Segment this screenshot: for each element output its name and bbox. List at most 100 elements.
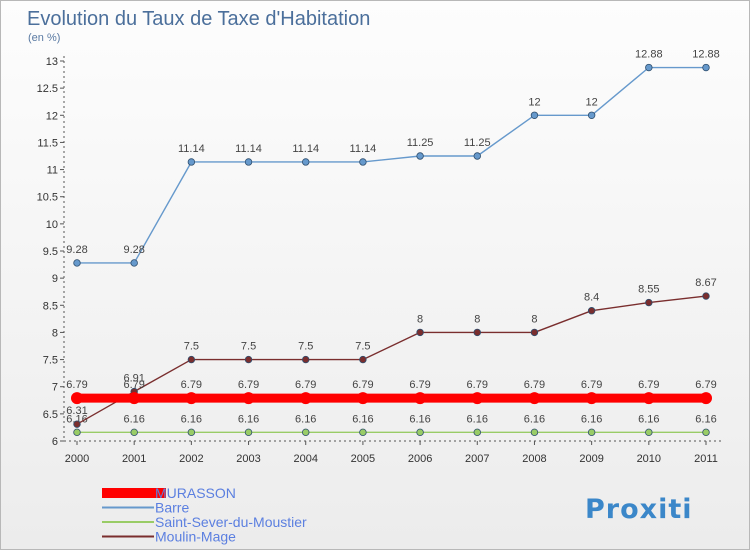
y-tick-label: 8 <box>52 327 58 339</box>
y-tick-label: 9 <box>52 273 58 285</box>
x-tick-label: 2003 <box>236 453 260 465</box>
data-label: 12 <box>528 96 540 108</box>
y-axis-unit-label: (en %) <box>28 32 60 44</box>
data-point <box>299 392 312 405</box>
series-line <box>76 295 707 425</box>
data-point <box>471 392 484 405</box>
y-tick-label: 8.5 <box>43 300 58 312</box>
legend-label: Moulin-Mage <box>155 529 236 545</box>
data-label: 11.25 <box>464 137 491 149</box>
data-label: 8 <box>531 313 537 325</box>
x-tick-label: 2004 <box>293 453 317 465</box>
data-point <box>359 158 367 166</box>
data-point <box>645 428 653 437</box>
data-label: 12.88 <box>635 49 663 61</box>
data-point <box>642 392 655 405</box>
data-point <box>645 63 653 72</box>
data-label: 8.67 <box>695 277 716 289</box>
data-point <box>187 428 196 437</box>
series-layer: 6.16 6.16 6.16 6.16 6.16 6.16 6.16 6.16 6.16 6.16… <box>66 49 720 437</box>
data-point <box>473 328 481 337</box>
y-tick-label: 11.5 <box>37 137 58 149</box>
data-point <box>702 292 710 300</box>
legend-item: Moulin-Mage <box>102 529 236 545</box>
data-label: 12.88 <box>692 49 720 61</box>
series-murasson: 6.79 6.79 6.79 6.79 6.79 6.79 6.79 6.79 6.79 6.79… <box>66 379 717 405</box>
data-label: 8 <box>474 313 480 325</box>
data-point <box>359 428 367 437</box>
legend-label: Saint-Sever-du-Moustier <box>155 514 307 530</box>
data-label: 6.31 <box>66 405 87 417</box>
data-label: 11.14 <box>235 143 262 155</box>
y-tick-label: 10 <box>46 219 58 231</box>
x-tick-label: 2002 <box>179 453 203 465</box>
x-tick-label: 2006 <box>408 453 432 465</box>
series-saint-sever-du-moustier: 6.16 6.16 6.16 6.16 6.16 6.16 6.16 6.16 6.16 6.16… <box>66 413 717 437</box>
data-label: 9.28 <box>66 244 87 256</box>
data-label: 7.5 <box>241 341 256 353</box>
data-label: 8 <box>417 313 423 325</box>
data-label: 11.14 <box>292 143 319 155</box>
proxiti-logo-text: Proxiti <box>585 494 693 525</box>
data-label: 9.28 <box>123 244 144 256</box>
data-label: 6.79 <box>66 379 87 391</box>
legend-item: Barre <box>102 500 189 516</box>
chart-title: Evolution du Taux de Taxe d'Habitation <box>27 8 370 30</box>
y-tick-label: 12 <box>46 110 58 122</box>
data-point <box>416 152 424 160</box>
data-point <box>130 259 138 267</box>
data-label: 6.91 <box>123 373 144 385</box>
data-point <box>530 111 539 119</box>
data-point <box>528 392 541 405</box>
data-point <box>359 355 367 364</box>
data-point <box>473 428 481 437</box>
data-label: 6.16 <box>524 413 545 425</box>
data-label: 6.79 <box>467 379 488 391</box>
proxiti-logo: Proxiti <box>585 494 693 525</box>
data-label: 6.79 <box>295 379 316 391</box>
data-point <box>185 392 198 405</box>
legend-swatch <box>102 488 166 498</box>
data-label: 11.14 <box>350 143 377 155</box>
x-tick-label: 2001 <box>122 453 146 465</box>
data-point <box>414 392 427 405</box>
y-tick-label: 9.5 <box>43 246 58 258</box>
x-tick-label: 2000 <box>65 453 89 465</box>
data-label: 6.79 <box>581 379 602 391</box>
x-tick-label: 2009 <box>579 453 603 465</box>
series-barre: 9.28 9.28 11.14 11.14 11.14 11.14 11.25 11.25 12… <box>66 49 720 267</box>
data-label: 6.16 <box>238 413 259 425</box>
data-label: 6.16 <box>352 413 373 425</box>
data-label: 8.55 <box>638 284 659 296</box>
data-point <box>302 355 310 364</box>
data-label: 6.79 <box>524 379 545 391</box>
data-label: 6.16 <box>295 413 316 425</box>
y-tick-label: 13 <box>46 56 58 68</box>
y-tick-label: 11 <box>47 165 58 177</box>
data-label: 8.4 <box>584 292 599 304</box>
y-tick-label: 7 <box>52 382 58 394</box>
data-point <box>244 428 253 437</box>
data-label: 6.79 <box>181 379 202 391</box>
data-point <box>244 355 253 364</box>
data-label: 6.16 <box>638 413 659 425</box>
data-label: 6.16 <box>695 413 716 425</box>
y-tick-label: 7.5 <box>43 355 58 367</box>
data-point <box>587 307 596 315</box>
data-point <box>585 392 598 405</box>
data-point <box>587 428 596 437</box>
y-tick-label: 12.5 <box>37 83 58 95</box>
series-moulin-mage: 6.31 6.91 7.5 7.5 7.5 7.5 8 8 8 8.4 8.55 8.67 <box>66 277 717 428</box>
data-label: 6.16 <box>123 413 144 425</box>
data-point <box>587 111 596 119</box>
legend-label: MURASSON <box>155 485 236 501</box>
y-tick-label: 10.5 <box>37 192 58 204</box>
data-point <box>302 158 310 166</box>
data-label: 7.5 <box>355 341 370 353</box>
series-line <box>77 66 706 264</box>
data-label: 7.5 <box>184 341 199 353</box>
data-label: 6.79 <box>352 379 373 391</box>
legend-item: MURASSON <box>102 485 236 501</box>
